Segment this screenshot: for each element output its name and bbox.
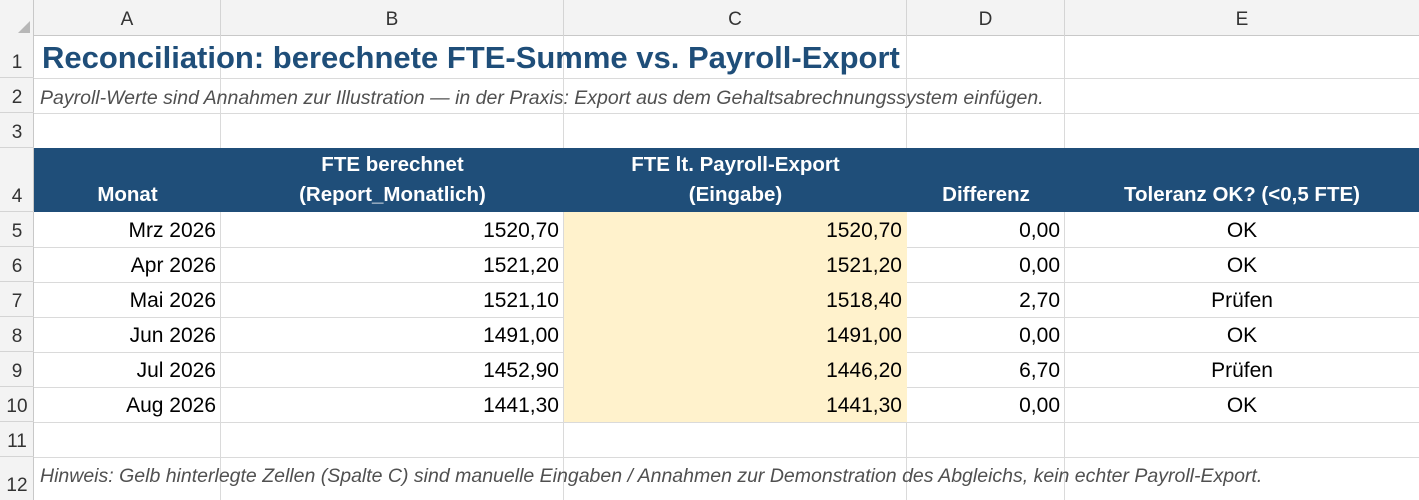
footnote[interactable]: Hinweis: Gelb hinterlegte Zellen (Spalte…	[40, 465, 1263, 487]
header-line: FTE berechnet	[321, 153, 464, 176]
cell-monat[interactable]: Aug 2026	[126, 394, 216, 417]
header-line: Differenz	[942, 183, 1030, 206]
header-toleranz[interactable]: Toleranz OK? (<0,5 FTE)	[1065, 148, 1419, 212]
row-header-11[interactable]: 11	[0, 422, 34, 457]
table-header-band	[34, 148, 1419, 212]
cell-toleranz[interactable]: OK	[1226, 219, 1258, 242]
header-differenz[interactable]: Differenz	[907, 148, 1065, 212]
row-header-12[interactable]: 12	[6, 475, 28, 496]
cell-monat[interactable]: Apr 2026	[130, 254, 216, 277]
row-header-6[interactable]: 6	[0, 247, 34, 282]
column-header-b[interactable]: B	[221, 0, 564, 36]
sheet-subtitle[interactable]: Payroll-Werte sind Annahmen zur Illustra…	[40, 87, 1044, 109]
cell-fte-berechnet[interactable]: 1452,90	[483, 359, 559, 382]
column-header-a[interactable]: A	[34, 0, 221, 36]
row-header-8[interactable]: 8	[0, 317, 34, 352]
header-line: (Report_Monatlich)	[299, 183, 486, 206]
header-line: Toleranz OK? (<0,5 FTE)	[1124, 183, 1360, 206]
select-all-corner[interactable]	[0, 0, 34, 36]
cell-fte-berechnet[interactable]: 1521,10	[483, 289, 559, 312]
column-header-bar	[0, 0, 1419, 36]
cell-monat[interactable]: Jun 2026	[129, 324, 216, 347]
gridline	[34, 422, 1419, 423]
cell-fte-berechnet[interactable]: 1520,70	[483, 219, 559, 242]
gridline	[563, 36, 564, 500]
header-fte-payroll[interactable]: FTE lt. Payroll-Export (Eingabe)	[564, 148, 907, 212]
row-header-2[interactable]: 2	[0, 78, 34, 113]
header-line: Monat	[97, 183, 158, 206]
row-header-4[interactable]: 4	[0, 148, 34, 212]
cell-fte-berechnet[interactable]: 1441,30	[483, 394, 559, 417]
cell-fte-payroll[interactable]: 1446,20	[826, 359, 902, 382]
column-header-d[interactable]: D	[907, 0, 1065, 36]
column-header-e[interactable]: E	[1235, 9, 1249, 30]
cell-fte-payroll[interactable]: 1521,20	[826, 254, 902, 277]
select-all-triangle-icon	[18, 21, 30, 33]
cell-toleranz[interactable]: OK	[1226, 254, 1258, 277]
cell-toleranz[interactable]: OK	[1226, 394, 1258, 417]
cell-toleranz[interactable]: Prüfen	[1211, 289, 1273, 312]
cell-toleranz[interactable]: OK	[1226, 324, 1258, 347]
cell-fte-payroll[interactable]: 1491,00	[826, 324, 902, 347]
cell-monat[interactable]: Jul 2026	[136, 359, 216, 382]
gridline	[34, 78, 1419, 79]
cell-fte-berechnet[interactable]: 1491,00	[483, 324, 559, 347]
cell-fte-payroll[interactable]: 1518,40	[826, 289, 902, 312]
row-header-5[interactable]: 5	[0, 212, 34, 247]
row-header-7[interactable]: 7	[0, 282, 34, 317]
cell-fte-berechnet[interactable]: 1521,20	[483, 254, 559, 277]
cell-toleranz[interactable]: Prüfen	[1211, 359, 1273, 382]
input-cells-highlight	[564, 212, 907, 422]
header-line: FTE lt. Payroll-Export	[631, 153, 840, 176]
gridline	[34, 113, 1419, 114]
column-header-c[interactable]: C	[564, 0, 907, 36]
cell-fte-payroll[interactable]: 1441,30	[826, 394, 902, 417]
row-header-10[interactable]: 10	[0, 387, 34, 422]
cell-differenz[interactable]: 0,00	[1019, 219, 1060, 242]
cell-differenz[interactable]: 6,70	[1019, 359, 1060, 382]
cell-differenz[interactable]: 0,00	[1019, 324, 1060, 347]
cell-differenz[interactable]: 0,00	[1019, 394, 1060, 417]
cell-monat[interactable]: Mrz 2026	[128, 219, 216, 242]
header-fte-berechnet[interactable]: FTE berechnet (Report_Monatlich)	[221, 148, 564, 212]
cell-monat[interactable]: Mai 2026	[129, 289, 216, 312]
header-line: (Eingabe)	[688, 183, 783, 206]
row-header-9[interactable]: 9	[0, 352, 34, 387]
row-header-bar	[0, 36, 34, 500]
header-monat[interactable]: Monat	[34, 148, 221, 212]
gridline	[220, 36, 221, 500]
gridline	[34, 457, 1419, 458]
sheet-title[interactable]: Reconciliation: berechnete FTE-Summe vs.…	[42, 40, 900, 75]
cell-differenz[interactable]: 0,00	[1019, 254, 1060, 277]
cell-differenz[interactable]: 2,70	[1019, 289, 1060, 312]
row-header-3[interactable]: 3	[0, 113, 34, 148]
row-header-1[interactable]: 1	[0, 36, 34, 78]
gridline	[1064, 36, 1065, 500]
cell-fte-payroll[interactable]: 1520,70	[826, 219, 902, 242]
